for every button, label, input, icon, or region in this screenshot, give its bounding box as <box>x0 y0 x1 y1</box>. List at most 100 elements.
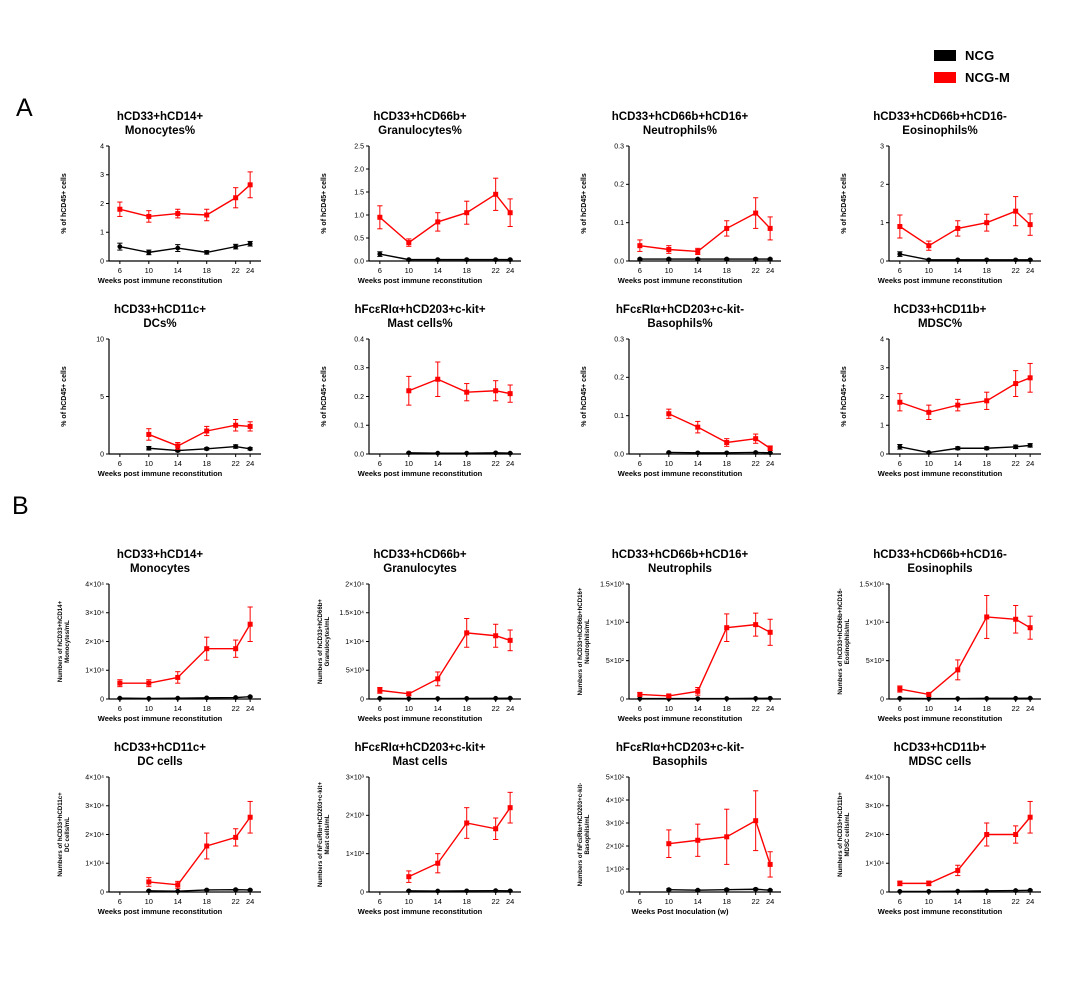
marker-NCG <box>665 256 671 262</box>
x-axis-label: Weeks post immune reconstitution <box>97 468 223 478</box>
y-tick-label: 1.5 <box>354 189 364 196</box>
marker-NCG <box>232 694 238 700</box>
marker-NCG-M <box>507 804 513 810</box>
marker-NCG <box>376 695 382 701</box>
x-tick-label: 24 <box>765 459 773 468</box>
y-axis-label: % of hCD45+ cells <box>841 173 848 234</box>
marker-NCG <box>116 695 122 701</box>
y-tick-label: 0.3 <box>354 365 364 372</box>
marker-NCG <box>492 256 498 262</box>
marker-NCG-M <box>665 693 671 699</box>
y-tick-label: 5×10³ <box>865 658 884 665</box>
chart-mast-cells-pct: hFcεRIα+hCD203+c-kit+ Mast cells% 0.0 0.1 0… <box>290 303 550 478</box>
marker-NCG-M <box>174 210 180 216</box>
marker-NCG <box>983 257 989 262</box>
marker-NCG-M <box>247 621 253 627</box>
marker-NCG <box>925 888 931 894</box>
x-tick-label: 6 <box>377 897 381 906</box>
x-tick-label: 6 <box>897 897 901 906</box>
x-tick-label: 6 <box>117 897 121 906</box>
marker-NCG-M <box>232 645 238 651</box>
chart-title: hCD33+hCD66b+hCD16+ Neutrophils% <box>611 111 749 138</box>
plot-neutrophils-num: 0 5×10² 1×10³ 1.5×10³ 6 10 14 18 22 24 Numbers of … <box>577 581 781 713</box>
marker-NCG-M <box>983 831 989 837</box>
y-tick-label: 0.1 <box>614 413 624 420</box>
x-tick-label: 14 <box>953 266 961 275</box>
y-tick-label: 1.5×10⁴ <box>339 610 364 617</box>
y-tick-label: 1×10⁴ <box>865 619 884 626</box>
x-tick-label: 6 <box>637 459 641 468</box>
x-tick-label: 10 <box>404 266 412 275</box>
marker-NCG <box>463 887 469 893</box>
marker-NCG-M <box>492 825 498 831</box>
marker-NCG <box>145 445 151 451</box>
x-tick-label: 24 <box>765 897 773 906</box>
marker-NCG-M <box>925 880 931 886</box>
marker-NCG <box>1012 257 1018 262</box>
x-tick-label: 10 <box>404 704 412 713</box>
x-tick-label: 10 <box>924 459 932 468</box>
plot-eosinophils-num: 0 5×10³ 1×10⁴ 1.5×10⁴ 6 10 14 18 22 24 Numbers of … <box>837 581 1041 713</box>
marker-NCG-M <box>925 691 931 697</box>
x-tick-label: 14 <box>953 897 961 906</box>
marker-NCG-M <box>723 439 729 445</box>
marker-NCG <box>247 887 253 892</box>
y-tick-label: 1 <box>100 229 104 236</box>
y-tick-label: 0.1 <box>354 422 364 429</box>
x-tick-label: 18 <box>982 266 990 275</box>
y-tick-label: 0.4 <box>354 336 364 343</box>
x-tick-label: 6 <box>897 266 901 275</box>
y-tick-label: 1.5×10³ <box>600 581 625 588</box>
marker-NCG-M <box>247 814 253 820</box>
chart-title: hCD33+hCD11b+ MDSC% <box>893 303 987 331</box>
marker-NCG-M <box>694 248 700 254</box>
y-tick-label: 3×10⁴ <box>865 803 884 810</box>
x-tick-label: 10 <box>144 459 152 468</box>
marker-NCG <box>203 249 209 255</box>
x-tick-label: 24 <box>505 266 513 275</box>
ncg-m-color-swatch <box>933 72 956 83</box>
y-tick-label: 2×10⁴ <box>345 581 364 588</box>
y-tick-label: 3×10⁴ <box>85 610 104 617</box>
marker-NCG <box>463 695 469 701</box>
y-tick-label: 2×10⁴ <box>85 831 104 838</box>
x-tick-label: 14 <box>693 266 701 275</box>
x-tick-label: 14 <box>693 704 701 713</box>
x-tick-label: 18 <box>722 266 730 275</box>
chart-neutrophils-num: hCD33+hCD66b+hCD16+ Neutrophils 0 5×10² 1×1… <box>550 548 810 723</box>
chart-title: hCD33+hCD66b+hCD16+ Neutrophils <box>611 549 749 576</box>
y-tick-label: 0 <box>880 889 884 896</box>
marker-NCG-M <box>507 209 513 215</box>
marker-NCG <box>1027 257 1033 262</box>
y-axis-label: Numbers of hCD33+hCD66b+hCD16+Neutrophil… <box>577 587 591 695</box>
marker-NCG-M <box>434 376 440 382</box>
marker-NCG-M <box>723 624 729 630</box>
panel-label-a: A <box>16 94 33 122</box>
x-tick-label: 22 <box>1011 459 1019 468</box>
plot-mast-cells-num: 0 1×10³ 2×10³ 3×10³ 6 10 14 18 22 24 Numbers of hF… <box>317 774 521 906</box>
y-tick-label: 1.5×10⁴ <box>859 581 884 588</box>
marker-NCG-M <box>463 630 469 636</box>
series-line-NCG <box>899 444 1030 453</box>
panel-label-b: B <box>12 492 29 520</box>
x-tick-label: 22 <box>751 459 759 468</box>
y-tick-label: 2 <box>100 201 104 208</box>
y-tick-label: 3 <box>880 365 884 372</box>
y-tick-label: 0.0 <box>614 258 624 265</box>
y-axis-label: % of hCD45+ cells <box>841 366 848 427</box>
y-tick-label: 1×10⁴ <box>85 667 104 674</box>
marker-NCG-M <box>247 182 253 188</box>
marker-NCG-M <box>954 402 960 408</box>
marker-NCG-M <box>694 688 700 694</box>
marker-NCG <box>1027 887 1033 893</box>
y-tick-label: 1×10³ <box>605 619 624 626</box>
marker-NCG-M <box>145 680 151 686</box>
y-tick-label: 5×10² <box>605 658 624 665</box>
marker-NCG-M <box>752 435 758 441</box>
marker-NCG-M <box>145 213 151 219</box>
chart-title: hCD33+hCD66b+ Granulocytes% <box>373 111 467 138</box>
plot-basophils-num: 0 1×10² 2×10² 3×10² 4×10² 5×10² 6 10 14 18 22 24 Num… <box>577 774 781 906</box>
marker-NCG <box>434 888 440 893</box>
series-line-NCG-M <box>639 211 771 252</box>
x-tick-label: 14 <box>953 459 961 468</box>
